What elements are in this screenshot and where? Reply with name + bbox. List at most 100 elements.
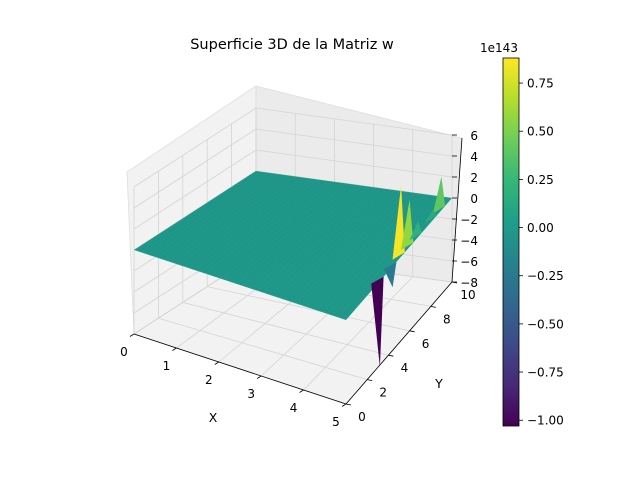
mesh-line (179, 220, 386, 275)
x-tick-label: 0 (120, 345, 128, 359)
mesh-line (147, 240, 359, 307)
mesh-line (139, 246, 351, 315)
y-tick-mark (409, 330, 415, 333)
mesh-line (221, 193, 422, 234)
colorbar-gradient (502, 57, 520, 427)
colorbar-exponent: 1e143 (480, 41, 518, 55)
mesh-line (160, 232, 369, 295)
colorbar-ticks: 0.75 0.50 0.25 0.00 −0.25 −0.50 −0.75 −1.00 (519, 77, 564, 428)
mesh-line (212, 199, 415, 242)
colorbar-tick-label: 0.25 (527, 173, 554, 187)
mesh-line (167, 228, 375, 288)
mesh-line (207, 202, 410, 247)
mesh-line (250, 174, 448, 204)
mesh-line (149, 239, 360, 305)
mesh-line (140, 245, 353, 314)
mesh-line (240, 180, 439, 214)
z-tick-label: −4 (460, 234, 478, 248)
mesh-line (224, 191, 425, 230)
mesh-line (156, 235, 366, 298)
mesh-line (242, 179, 440, 213)
colorbar-tick-label: 0.00 (527, 221, 554, 235)
y-tick-label: 2 (379, 386, 387, 400)
mesh-line (175, 222, 383, 279)
mesh-line (158, 234, 368, 296)
x-tick-mark (256, 375, 262, 379)
surface-spike (409, 221, 422, 241)
mesh-line (181, 219, 387, 274)
chart-title: Superficie 3D de la Matriz w (190, 37, 394, 53)
surface-spike (432, 176, 446, 214)
mesh-line (135, 248, 348, 319)
x-tick-label: 5 (332, 415, 340, 429)
mesh-line (229, 187, 430, 225)
mesh-line (201, 205, 406, 253)
mesh-line (163, 230, 372, 291)
y-tick-label: 10 (460, 288, 475, 302)
mesh-line (172, 225, 380, 282)
mesh-line (252, 173, 449, 202)
x-tick-mark (172, 347, 177, 351)
surface-spike (371, 276, 384, 368)
mesh-line (153, 237, 363, 301)
y-tick-label: 6 (422, 337, 430, 351)
grid-line-z (133, 149, 453, 230)
y-tick-mark (345, 403, 352, 406)
mesh-line (247, 176, 445, 207)
mesh-line (200, 206, 404, 254)
mesh-line (198, 208, 403, 256)
surface-spike (384, 262, 397, 288)
mesh-line (205, 203, 409, 249)
x-tick-label: 3 (247, 387, 255, 401)
mesh-line (165, 229, 374, 289)
mesh-line (219, 194, 421, 235)
y-axis-line (345, 281, 453, 405)
mesh-line (146, 241, 357, 308)
mesh-line (222, 192, 424, 232)
mesh-line (226, 190, 427, 228)
y-tick-mark (430, 306, 436, 308)
z-tick-label: −8 (460, 276, 478, 290)
x-tick-mark (299, 389, 304, 393)
colorbar-tick-label: −0.25 (527, 269, 564, 283)
surface-spike (424, 209, 437, 224)
z-tick-label: −2 (460, 213, 478, 227)
mesh-line (203, 204, 407, 251)
mesh-line (217, 195, 419, 237)
mesh-line (228, 188, 428, 227)
colorbar-tick-label: −0.75 (527, 366, 564, 380)
mesh-line (187, 214, 393, 267)
mesh-line (151, 238, 362, 303)
grid-line-z (133, 128, 453, 209)
mesh-line (168, 227, 377, 286)
surface-spike (401, 199, 414, 250)
mesh-line (144, 243, 356, 310)
mesh-line (210, 200, 413, 244)
mesh-line (170, 226, 378, 284)
x-tick-mark (129, 333, 135, 337)
mesh-line (161, 231, 371, 293)
mesh-line (182, 218, 389, 272)
mesh-line (177, 221, 384, 277)
x-tick-label: 2 (205, 373, 213, 387)
mesh-line (142, 244, 354, 312)
mesh-line (238, 182, 437, 216)
y-axis-label: Y (434, 376, 443, 391)
mesh-line (186, 215, 392, 268)
z-tick-label: 0 (470, 192, 478, 206)
colorbar: 1e143 0.75 0.50 0.25 0.00 −0.25 −0.50 −0.75 −1.… (480, 41, 564, 428)
mesh-line (193, 211, 398, 261)
mesh-line (215, 196, 418, 239)
z-tick-label: 6 (470, 129, 478, 143)
y-tick-mark (388, 354, 394, 357)
mesh-line (243, 178, 442, 211)
mesh-line (254, 171, 451, 200)
x-tick-mark (341, 403, 347, 407)
mesh-line (245, 177, 443, 209)
mesh-line (174, 223, 381, 281)
colorbar-tick-label: 0.75 (527, 77, 554, 91)
x-axis-label: X (209, 410, 218, 425)
